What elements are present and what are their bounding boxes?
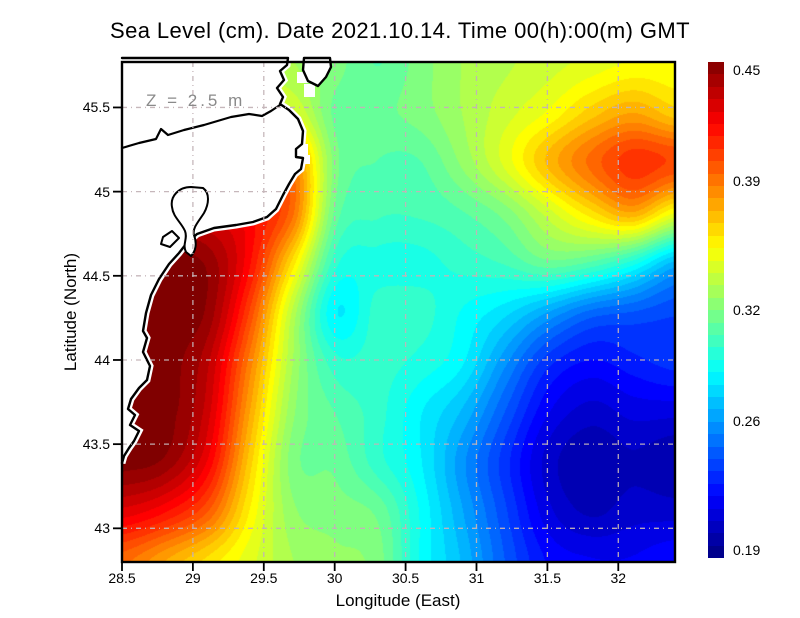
colorbar-segment [708, 74, 724, 87]
colorbar-segment [708, 297, 724, 311]
colorbar-segment [708, 124, 724, 137]
colorbar-segment [708, 471, 724, 484]
x-tick-label: 29.5 [250, 570, 278, 586]
colorbar-segment [708, 322, 724, 335]
x-tick-label: 28.5 [108, 570, 136, 586]
colorbar-segment [708, 210, 724, 224]
colorbar-segment [708, 272, 724, 286]
land-mask [118, 54, 315, 464]
colorbar-segment [708, 99, 724, 112]
coastline-main [120, 56, 305, 465]
plot-title: Sea Level (cm). Date 2021.10.14. Time 00… [110, 18, 690, 43]
colorbar-segment [708, 483, 724, 497]
masked-cell [304, 84, 315, 97]
colorbar-tick-label: 0.32 [733, 302, 761, 318]
coastline [120, 56, 333, 465]
y-tick-label: 45 [94, 183, 110, 200]
colorbar-segment [708, 334, 724, 348]
colorbar-segment [708, 235, 724, 249]
colorbar-segment [708, 459, 724, 472]
y-tick-label: 43 [94, 520, 110, 537]
plot-border [120, 60, 677, 564]
colorbar-segment [708, 409, 724, 422]
liman-chain [120, 103, 282, 150]
y-tick-label: 44.5 [82, 267, 110, 284]
colorbar-segment [708, 136, 724, 149]
colorbar-segment [708, 198, 724, 211]
colorbar-tick-label: 0.26 [733, 412, 761, 429]
colorbar-segment [708, 372, 724, 385]
colorbar-segment [708, 173, 724, 187]
colorbar-segment [708, 396, 724, 410]
estuary-island [301, 56, 333, 88]
dniester-liman [170, 186, 209, 257]
y-tick-label: 44 [94, 351, 110, 368]
colorbar-segment [708, 62, 724, 75]
colorbar-segment [708, 310, 724, 323]
y-tick-label: 45.5 [82, 99, 110, 116]
axis-ticks [113, 106, 620, 571]
masked-cell [297, 72, 313, 83]
colorbar-tick-label: 0.45 [733, 62, 761, 78]
depth-annotation: Z = 2.5 m [146, 91, 246, 110]
masked-cell [294, 144, 308, 155]
colorbar-segment [708, 161, 724, 174]
colorbar-segment [708, 260, 724, 273]
colorbar-segment [708, 421, 724, 435]
x-tick-label: 31 [468, 570, 485, 586]
x-tick-label: 32 [610, 570, 627, 586]
colorbar-segment [708, 446, 724, 459]
colorbar-segment [708, 111, 724, 125]
colorbar-segment [708, 384, 724, 397]
colorbar-segment [708, 533, 724, 546]
x-tick-label: 31.5 [533, 570, 561, 586]
y-tick-label: 43.5 [82, 436, 110, 453]
colorbar-segment [708, 434, 724, 447]
x-tick-label: 30.5 [391, 570, 420, 586]
colorbar-segment [708, 359, 724, 373]
colorbar-segment [708, 508, 724, 522]
land-polygon-halo [118, 54, 308, 464]
colorbar-segment [708, 223, 724, 236]
colorbar-segment [708, 186, 724, 199]
x-tick-label: 30 [326, 570, 343, 586]
small-liman [160, 230, 180, 248]
colorbar-segment [708, 347, 724, 360]
x-tick-label: 29 [185, 570, 201, 586]
colorbar-segment [708, 248, 724, 261]
colorbar-segment [708, 86, 724, 100]
colorbar-tick-label: 0.19 [733, 542, 761, 558]
colorbar-segment [708, 521, 724, 534]
colorbar-segment [708, 496, 724, 509]
colorbar-segment [708, 148, 724, 162]
colorbar [708, 62, 724, 559]
colorbar-tick-label: 0.39 [733, 172, 761, 189]
masked-cell [300, 155, 310, 164]
colorbar-segment [708, 545, 724, 559]
colorbar-segment [708, 285, 724, 298]
x-axis-label: Longitude (East) [335, 591, 461, 610]
